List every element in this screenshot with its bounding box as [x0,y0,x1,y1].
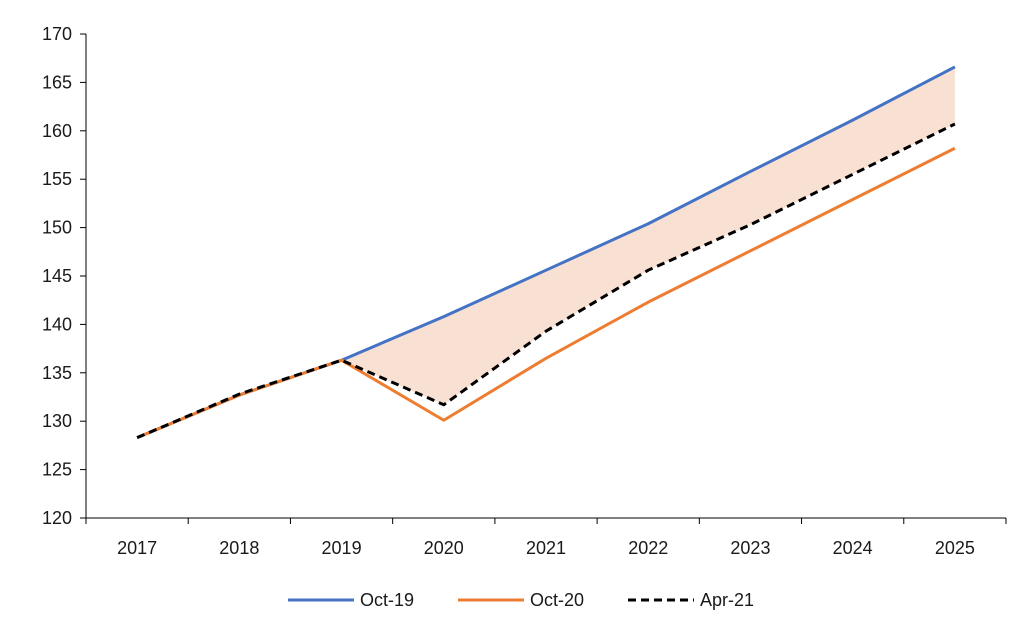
y-tick-label: 125 [42,460,72,480]
legend: Oct-19 Oct-20 Apr-21 [288,590,754,610]
series-line-apr-21 [136,122,956,440]
y-tick-label: 145 [42,266,72,286]
x-tick-label: 2022 [628,538,668,558]
legend-label-oct-20: Oct-20 [530,590,584,610]
axes: 120 125 130 135 140 145 150 155 160 165 170 2017 201… [42,24,1007,558]
y-tick-label: 155 [42,169,72,189]
x-tick-label: 2025 [935,538,975,558]
series-lines [136,65,956,440]
legend-label-oct-19: Oct-19 [360,590,414,610]
series-line-oct-19 [136,65,956,440]
legend-label-apr-21: Apr-21 [700,590,754,610]
x-tick-label: 2019 [322,538,362,558]
x-tick-label: 2017 [117,538,157,558]
y-tick-label: 170 [42,24,72,44]
y-tick-label: 160 [42,121,72,141]
y-tick-label: 150 [42,218,72,238]
y-tick-label: 120 [42,508,72,528]
shaded-band [341,66,955,405]
x-tick-label: 2018 [219,538,259,558]
y-tick-label: 135 [42,363,72,383]
y-tick-label: 165 [42,72,72,92]
y-tick-label: 130 [42,411,72,431]
y-tick-label: 140 [42,314,72,334]
x-tick-label: 2021 [526,538,566,558]
x-tick-label: 2020 [424,538,464,558]
x-tick-label: 2023 [730,538,770,558]
x-tick-label: 2024 [833,538,873,558]
shaded-band-layer [341,66,955,405]
